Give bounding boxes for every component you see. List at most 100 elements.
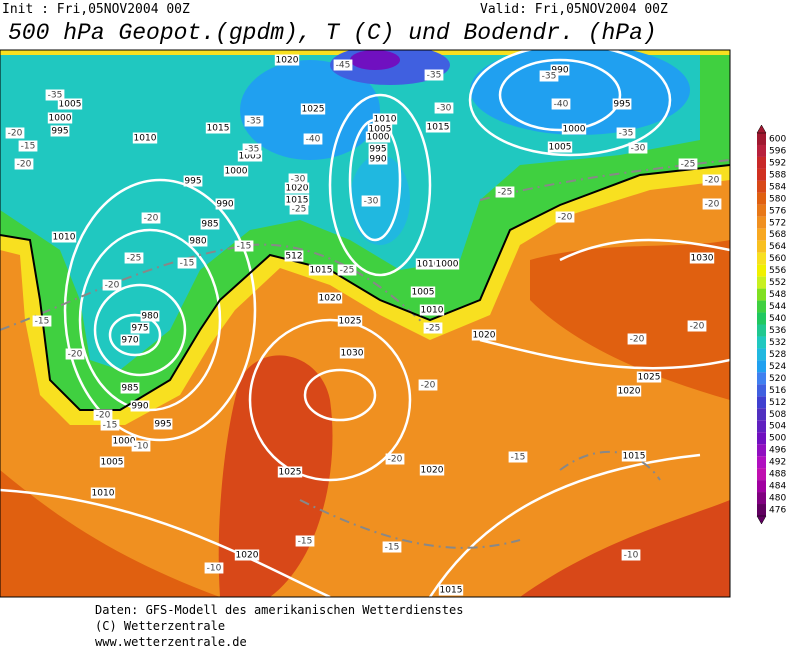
colorbar-label: 560 (769, 254, 786, 264)
temperature-label-box (333, 59, 353, 71)
temperature-label-box (628, 142, 648, 154)
isobar-label: 1000 (225, 167, 248, 177)
temperature-label: -15 (237, 242, 252, 252)
colorbar-label: 556 (769, 266, 786, 276)
isobar-label-box (223, 165, 249, 177)
isobar-label: 1020 (286, 184, 309, 194)
isobar-label-box (120, 334, 140, 346)
colorbar-label: 488 (769, 470, 786, 480)
isobar-label: 995 (184, 177, 201, 187)
isobar-label: 1020 (473, 331, 496, 341)
colorbar-swatch (757, 444, 766, 457)
isobar-label: 1010 (53, 233, 76, 243)
colorbar-swatch (757, 156, 766, 169)
temperature-label: -30 (291, 175, 306, 185)
isobar-label: 1005 (101, 458, 124, 468)
isobar-label-box (284, 194, 310, 206)
temperature-label: -10 (207, 564, 222, 574)
isobar-label: 1020 (319, 294, 342, 304)
temperature-label-box (678, 158, 698, 170)
colorbar-swatch (757, 228, 766, 241)
colorbar-label: 540 (769, 314, 786, 324)
cold-core (350, 50, 400, 70)
isobar-label: 512 (285, 252, 302, 262)
isobar-label-box (689, 252, 715, 264)
isobar-label: 1025 (302, 105, 325, 115)
colorbar-label: 576 (769, 206, 786, 216)
isobar-label: 995 (369, 145, 386, 155)
temperature-label: -25 (127, 254, 142, 264)
temperature-label-box (141, 212, 161, 224)
colorbar-label: 528 (769, 350, 786, 360)
colorbar-swatch (757, 372, 766, 385)
isobar-label: 990 (551, 66, 568, 76)
isobar-label: 1020 (236, 551, 259, 561)
isobar-label: 1000 (436, 260, 459, 270)
colorbar-swatch (757, 216, 766, 229)
temperature-label: -25 (340, 266, 355, 276)
colorbar-swatch (757, 336, 766, 349)
isobar-label: 1005 (369, 125, 392, 135)
isobar-label: 1000 (367, 133, 390, 143)
temperature-label-box (93, 409, 113, 421)
colorbar-swatch (757, 252, 766, 265)
temperature-label-box (234, 240, 254, 252)
map-frame (0, 49, 731, 598)
temperature-label-box (702, 198, 722, 210)
cold-region (0, 55, 700, 370)
temperature-label: -15 (103, 421, 118, 431)
temperature-label: -15 (511, 453, 526, 463)
temperature-label-box (303, 133, 323, 145)
isobar-label: 1025 (279, 468, 302, 478)
isobar-label-box (234, 549, 260, 561)
isobar-label: 1030 (691, 254, 714, 264)
colorbar-swatch (757, 396, 766, 409)
isobar-label: 1030 (341, 349, 364, 359)
temperature-label-box (423, 322, 443, 334)
temperature-label-box (288, 173, 308, 185)
isobar-label: 1020 (421, 466, 444, 476)
temperature-label: -20 (68, 350, 83, 360)
temperature-label-box (434, 102, 454, 114)
colorbar-swatch (757, 168, 766, 181)
isobar-label-box (57, 98, 83, 110)
temperature-label: -40 (554, 100, 569, 110)
colorbar-swatch (757, 240, 766, 253)
isobar-label: 980 (189, 237, 206, 247)
init-time: Init : Fri,05NOV2004 00Z (2, 2, 190, 17)
colorbar-label: 492 (769, 458, 786, 468)
isobar-label-box (621, 450, 647, 462)
isobar-label-box (438, 584, 464, 596)
isobar-label-box (99, 456, 125, 468)
colorbar-label: 568 (769, 230, 786, 240)
warm-region (520, 500, 730, 597)
colorbar-swatch (757, 456, 766, 469)
isobar-label-box (367, 123, 393, 135)
isobar-label: 990 (216, 200, 233, 210)
isobar-label: 985 (121, 384, 138, 394)
isobar-label: 1015 (310, 266, 333, 276)
temperature-label: -30 (364, 197, 379, 207)
isobar-label: 1005 (59, 100, 82, 110)
warm-region (530, 240, 730, 400)
isobar-label: 1000 (49, 114, 72, 124)
colorbar-swatch (757, 480, 766, 493)
isobar-label: 1010 (134, 134, 157, 144)
temperature-label-box (616, 127, 636, 139)
colorbar-swatch (757, 288, 766, 301)
isobar-label-box (547, 141, 573, 153)
temperature-label: -20 (388, 455, 403, 465)
colorbar-label: 592 (769, 158, 786, 168)
temperature-label: -20 (144, 214, 159, 224)
colorbar-label: 496 (769, 446, 786, 456)
temperature-label: -20 (421, 381, 436, 391)
colorbar-label: 516 (769, 386, 786, 396)
colorbar-swatch (757, 264, 766, 277)
isobar-label-box (200, 218, 220, 230)
isobar-label-box (120, 382, 140, 394)
colorbar-swatch (757, 204, 766, 217)
isobar-label: 970 (121, 336, 138, 346)
isobar-label-box (372, 113, 398, 125)
isobar-label: 1015 (440, 586, 463, 596)
temperature-label-box (204, 562, 224, 574)
